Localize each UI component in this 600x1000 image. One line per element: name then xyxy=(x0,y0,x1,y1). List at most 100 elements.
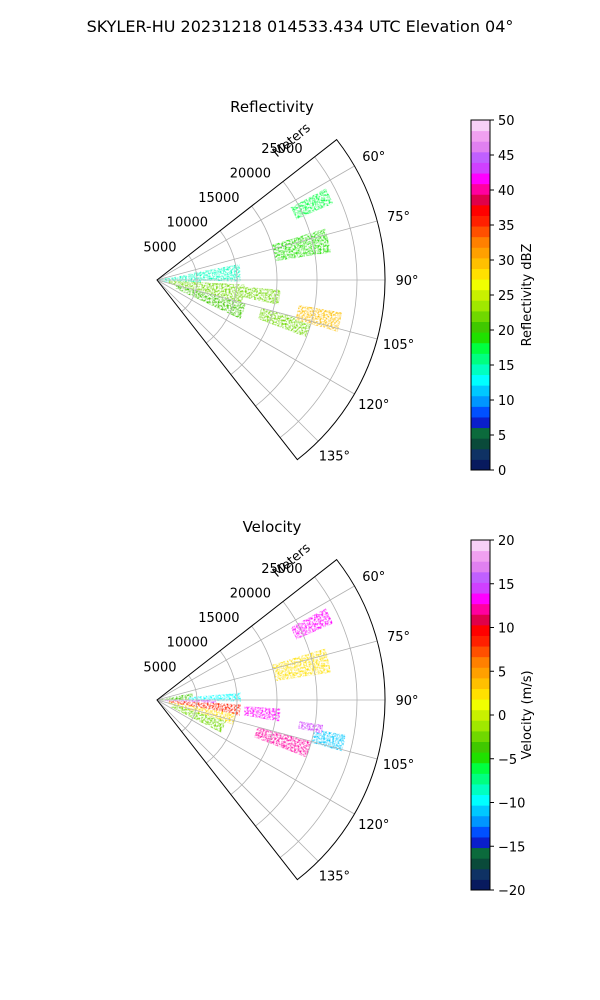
colorbar-swatch xyxy=(471,183,490,195)
colorbar-swatch xyxy=(471,730,490,743)
polar-grid xyxy=(156,576,385,862)
panel-title: Velocity xyxy=(243,518,302,536)
colorbar-swatch xyxy=(471,561,490,573)
colorbar-tick-label: 40 xyxy=(498,184,515,199)
colorbar-swatch xyxy=(471,385,490,397)
range-ring xyxy=(230,625,278,795)
colorbar-tick-label: 20 xyxy=(498,324,515,339)
echo-region xyxy=(290,608,334,640)
colorbar-swatch xyxy=(471,448,490,460)
range-tick-label: 5000 xyxy=(143,240,176,255)
azimuth-tick-label: 60° xyxy=(362,570,385,585)
colorbar: −20 −15 −10 −5 0 5 10 15 20 Velocity (m/s) xyxy=(470,534,535,899)
echo-region xyxy=(290,188,334,220)
colorbar-swatch xyxy=(471,279,490,291)
colorbar-swatch xyxy=(471,741,490,753)
range-ring xyxy=(206,230,238,344)
colorbar-tick-label: 50 xyxy=(498,114,515,129)
azimuth-tick-label: 75° xyxy=(387,630,410,645)
colorbar-tick-label: 15 xyxy=(498,359,515,374)
colorbar-tick-label: −10 xyxy=(498,797,525,812)
colorbar-tick-label: 5 xyxy=(498,429,506,444)
radar-panel-2: Velocity 60° 75° 90° 105° 120° 135° 5000 10000 15… xyxy=(143,518,535,899)
colorbar-swatch xyxy=(471,204,490,216)
colorbar-tick-label: 45 xyxy=(498,149,515,164)
colorbar-swatch xyxy=(471,762,490,774)
colorbar-swatch xyxy=(471,677,490,689)
colorbar-swatch xyxy=(471,162,490,174)
range-tick-label: 5000 xyxy=(143,660,176,675)
colorbar-swatch xyxy=(471,815,490,827)
colorbar-swatch xyxy=(471,416,490,429)
range-ring xyxy=(279,156,358,438)
colorbar-swatch xyxy=(471,226,490,238)
colorbar-swatch xyxy=(471,353,490,365)
range-ring xyxy=(181,675,198,732)
colorbar-swatch xyxy=(471,635,490,647)
colorbar-swatch xyxy=(471,427,490,439)
colorbar-swatch xyxy=(471,540,490,552)
range-tick-label: 15000 xyxy=(198,191,239,206)
azimuth-spoke xyxy=(156,279,355,395)
colorbar-swatch xyxy=(471,805,490,817)
range-ring xyxy=(181,255,198,312)
azimuth-tick-label: 60° xyxy=(362,150,385,165)
colorbar-swatch xyxy=(471,879,490,891)
azimuth-spoke xyxy=(156,165,355,281)
panel-title: Reflectivity xyxy=(230,98,314,116)
colorbar-swatch xyxy=(471,614,490,626)
colorbar-swatch xyxy=(471,130,490,142)
echo-region xyxy=(175,285,246,319)
azimuth-tick-label: 135° xyxy=(319,869,350,884)
colorbar-swatch xyxy=(471,321,490,333)
azimuth-spoke xyxy=(156,640,378,701)
colorbar-swatch xyxy=(471,151,490,163)
colorbar-tick-label: 35 xyxy=(498,219,515,234)
colorbar-tick-label: 30 xyxy=(498,254,515,269)
colorbar: 0 5 10 15 20 25 30 35 40 45 50 Reflectivity dBZ xyxy=(470,114,535,479)
colorbar-swatch xyxy=(471,406,490,418)
azimuth-tick-label: 90° xyxy=(395,694,418,709)
echo-region xyxy=(188,692,242,702)
colorbar-swatch xyxy=(471,858,490,870)
colorbar-swatch xyxy=(471,194,490,206)
colorbar-tick-label: −20 xyxy=(498,884,525,899)
azimuth-tick-label: 90° xyxy=(395,274,418,289)
colorbar-swatch xyxy=(471,582,490,594)
colorbar-swatch xyxy=(471,571,490,583)
range-ring xyxy=(206,650,238,764)
colorbar-swatch xyxy=(471,699,490,711)
azimuth-spoke xyxy=(156,699,378,760)
range-ring xyxy=(230,205,278,375)
colorbar-label: Reflectivity dBZ xyxy=(520,244,535,347)
colorbar-swatch xyxy=(471,374,490,386)
azimuth-spoke xyxy=(156,699,355,815)
colorbar-swatch xyxy=(471,709,490,721)
colorbar-swatch xyxy=(471,332,490,344)
colorbar-swatch xyxy=(471,550,490,562)
echo-region xyxy=(257,307,312,338)
colorbar-tick-label: 20 xyxy=(498,534,515,549)
echo-region xyxy=(188,263,241,282)
colorbar-swatch xyxy=(471,773,490,785)
colorbar-swatch xyxy=(471,141,490,153)
colorbar-swatch xyxy=(471,656,490,668)
range-ring xyxy=(255,181,318,407)
figure-title: SKYLER-HU 20231218 014533.434 UTC Elevat… xyxy=(87,17,514,36)
colorbar-swatch xyxy=(471,363,490,376)
range-tick-label: 15000 xyxy=(198,611,239,626)
echo-region xyxy=(243,706,281,722)
colorbar-label: Velocity (m/s) xyxy=(520,670,535,759)
colorbar-tick-label: 25 xyxy=(498,289,515,304)
colorbar-swatch xyxy=(471,593,490,605)
echo-layer xyxy=(158,188,343,338)
colorbar-swatch xyxy=(471,300,490,312)
range-tick-label: 25000 xyxy=(261,562,302,577)
colorbar-swatch xyxy=(471,752,490,764)
colorbar-swatch xyxy=(471,268,490,280)
colorbar-tick-label: 10 xyxy=(498,394,515,409)
colorbar-swatch xyxy=(471,720,490,732)
azimuth-tick-label: 120° xyxy=(358,818,389,833)
colorbar-tick-label: −5 xyxy=(498,753,517,768)
colorbar-tick-label: 10 xyxy=(498,622,515,637)
